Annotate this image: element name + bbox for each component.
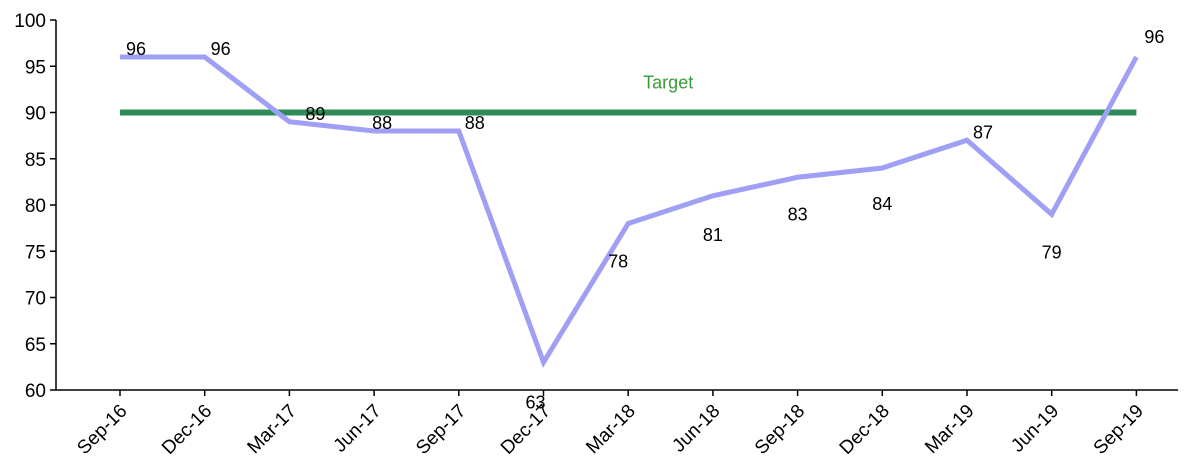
data-label: 84 [872, 194, 892, 214]
y-tick-label: 75 [25, 242, 46, 263]
data-label: 89 [305, 104, 325, 124]
x-ticks: Sep-16 Dec-16 Mar-17 Jun-17 Sep-17 Dec-17 Mar-… [73, 390, 1148, 459]
x-tick-label: Mar-19 [921, 401, 978, 458]
data-label: 81 [703, 225, 723, 245]
data-label: 63 [525, 392, 545, 412]
data-label: 96 [126, 39, 146, 59]
data-label: 87 [973, 122, 993, 142]
y-tick-label: 60 [25, 381, 46, 402]
data-labels: 96 96 89 88 88 63 78 81 83 84 87 79 96 [126, 27, 1164, 412]
data-label: 96 [211, 39, 231, 59]
data-label: 83 [788, 204, 808, 224]
data-label: 88 [465, 113, 485, 133]
x-tick-label: Mar-18 [582, 401, 639, 458]
y-tick-label: 90 [25, 104, 46, 125]
x-tick-label: Dec-16 [158, 401, 216, 459]
x-tick-label: Sep-17 [412, 401, 470, 459]
x-tick-label: Sep-16 [73, 401, 131, 459]
y-tick-label: 95 [25, 57, 46, 78]
y-tick-label: 65 [25, 335, 46, 356]
data-label: 78 [608, 252, 628, 272]
y-tick-label: 100 [14, 11, 46, 32]
data-label: 96 [1144, 27, 1164, 47]
data-label: 88 [372, 113, 392, 133]
y-tick-label: 70 [25, 289, 46, 310]
series-line [120, 54, 1139, 368]
target-label: Target [643, 73, 693, 93]
y-tick-label: 80 [25, 196, 46, 217]
x-tick-label: Jun-19 [1007, 401, 1063, 457]
x-tick-label: Jun-17 [330, 401, 386, 457]
x-tick-label: Sep-19 [1090, 401, 1148, 459]
data-label: 79 [1042, 242, 1062, 262]
x-tick-label: Sep-18 [751, 401, 809, 459]
x-tick-label: Mar-17 [244, 401, 301, 458]
x-tick-label: Dec-18 [836, 401, 894, 459]
y-ticks: 60 65 70 75 80 85 90 95 100 [14, 11, 56, 402]
y-tick-label: 85 [25, 150, 46, 171]
x-tick-label: Jun-18 [668, 401, 724, 457]
